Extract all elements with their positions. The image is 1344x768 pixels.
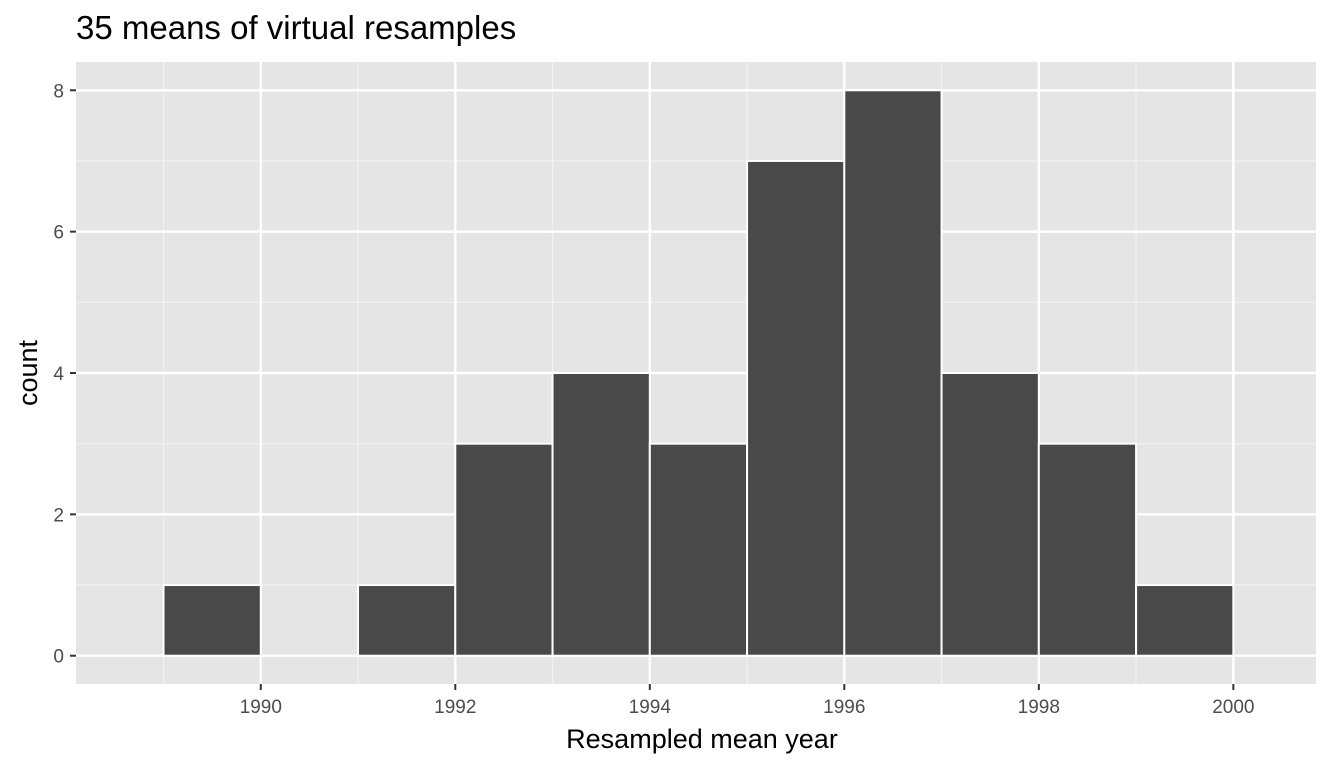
histogram-bar — [454, 442, 554, 657]
y-tick-label: 2 — [53, 505, 64, 526]
x-tick-label: 2000 — [1212, 697, 1254, 718]
x-axis-title: Resampled mean year — [566, 724, 838, 754]
x-axis: 1990 1992 1994 1996 1998 2000 — [240, 684, 1254, 718]
x-tick-label: 1990 — [240, 697, 282, 718]
histogram-bar — [843, 89, 943, 657]
chart-title: 35 means of virtual resamples — [76, 9, 516, 46]
histogram-bar — [1135, 584, 1235, 657]
histogram-bar — [940, 372, 1040, 657]
y-axis-title: count — [13, 339, 43, 406]
histogram-bar — [746, 159, 846, 657]
histogram-bar — [1037, 442, 1138, 657]
histogram-bar — [551, 372, 651, 657]
y-axis: 0 2 4 6 8 — [53, 81, 76, 668]
y-tick-label: 4 — [53, 364, 64, 385]
x-tick-label: 1996 — [823, 697, 865, 718]
x-tick-label: 1994 — [629, 697, 672, 718]
x-tick-label: 1992 — [434, 697, 476, 718]
histogram-bar — [162, 584, 262, 657]
y-tick-label: 0 — [53, 647, 64, 668]
y-tick-label: 6 — [53, 223, 64, 244]
y-tick-label: 8 — [53, 81, 64, 102]
histogram-bars — [162, 89, 1235, 657]
x-tick-label: 1998 — [1018, 697, 1060, 718]
histogram-bar — [648, 442, 749, 657]
histogram-bar — [357, 584, 457, 657]
